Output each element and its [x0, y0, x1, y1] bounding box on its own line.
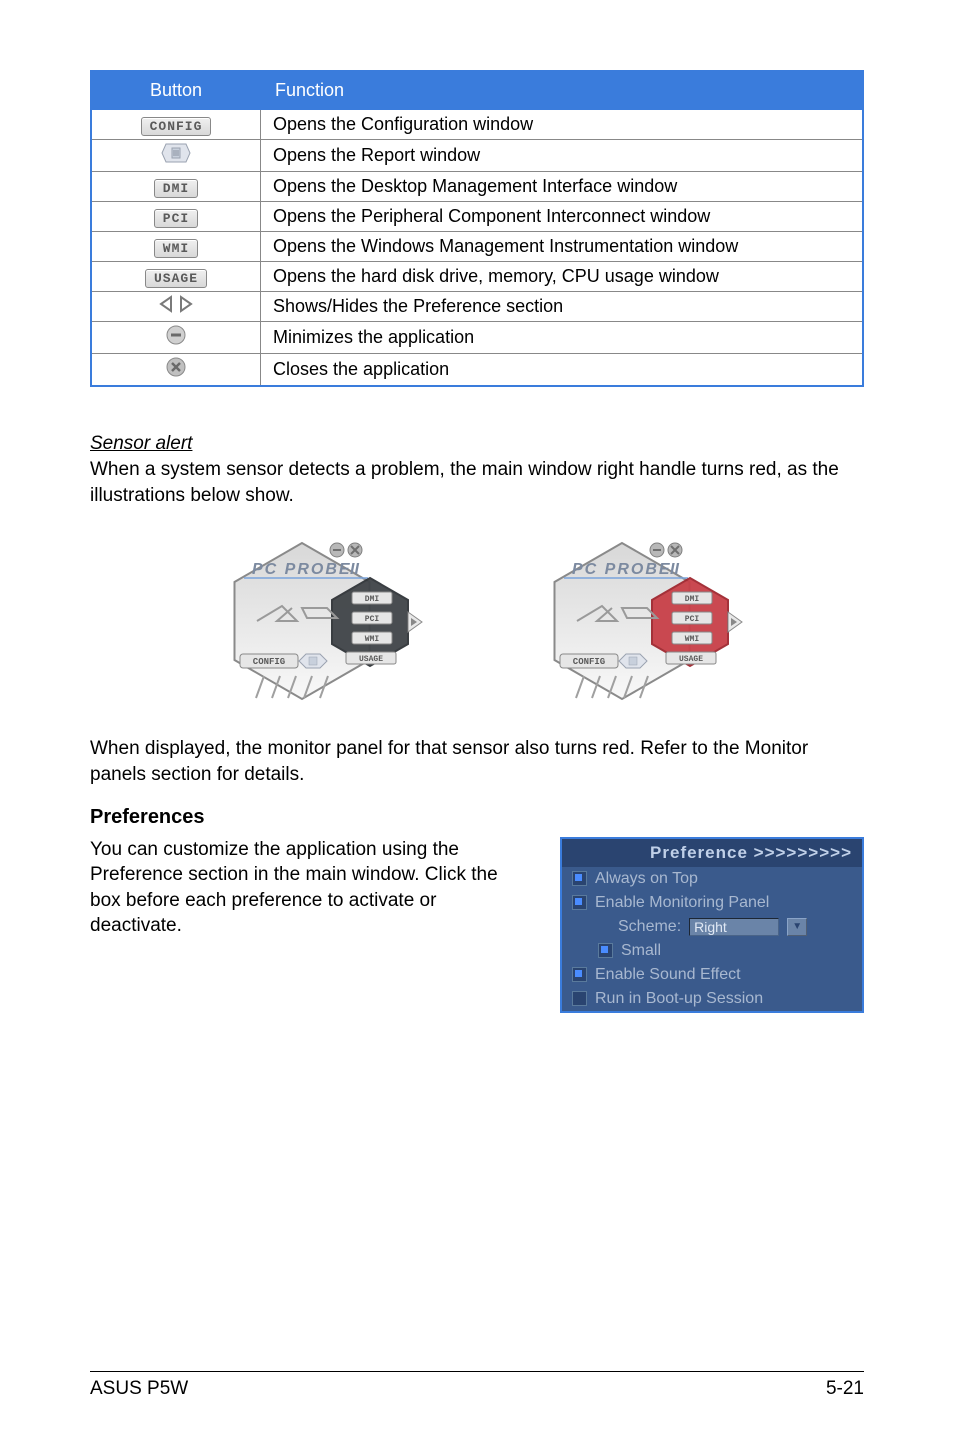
func-cell: Opens the Desktop Management Interface w… — [261, 172, 864, 202]
pref-item-sound[interactable]: Enable Sound Effect — [562, 963, 862, 987]
footer-left: ASUS P5W — [90, 1378, 188, 1400]
report-icon — [160, 148, 192, 168]
preference-panel-header: Preference >>>>>>>>> — [562, 839, 862, 867]
th-button: Button — [91, 71, 261, 110]
preference-panel: Preference >>>>>>>>> Always on Top Enabl… — [560, 837, 864, 1013]
table-row: Opens the Report window — [91, 140, 863, 172]
pref-label: Small — [621, 942, 661, 960]
pref-item-bootup[interactable]: Run in Boot-up Session — [562, 987, 862, 1011]
page-footer: ASUS P5W 5-21 — [90, 1371, 864, 1400]
preferences-text: You can customize the application using … — [90, 837, 526, 940]
svg-text:PCI: PCI — [685, 615, 700, 624]
checkbox-icon[interactable] — [572, 871, 587, 886]
func-cell: Minimizes the application — [261, 322, 864, 354]
svg-text:USAGE: USAGE — [359, 655, 383, 664]
usage-button: USAGE — [145, 269, 207, 288]
checkbox-icon[interactable] — [598, 943, 613, 958]
preference-icon — [159, 298, 193, 318]
hexagon-normal: PC PROBEII DMI PCI WMI USAGE CONFIG — [202, 526, 432, 706]
svg-text:PC PROBE: PC PROBE — [252, 561, 352, 578]
svg-text:DMI: DMI — [365, 595, 380, 604]
button-function-table: Button Function CONFIG Opens the Configu… — [90, 70, 864, 387]
table-row: CONFIG Opens the Configuration window — [91, 110, 863, 140]
svg-text:WMI: WMI — [365, 635, 380, 644]
pref-item-monitoring[interactable]: Enable Monitoring Panel — [562, 891, 862, 915]
dmi-button: DMI — [154, 179, 198, 198]
pref-item-always-on-top[interactable]: Always on Top — [562, 867, 862, 891]
th-function: Function — [261, 71, 864, 110]
sensor-alert-p1: When a system sensor detects a problem, … — [90, 457, 864, 508]
func-cell: Shows/Hides the Preference section — [261, 292, 864, 322]
minimize-icon — [165, 330, 187, 350]
chevron-down-icon[interactable]: ▼ — [787, 918, 807, 936]
table-row: Minimizes the application — [91, 322, 863, 354]
func-cell: Opens the Peripheral Component Interconn… — [261, 202, 864, 232]
checkbox-icon[interactable] — [572, 967, 587, 982]
hexagon-alert: PC PROBEII DMI PCI WMI USAGE CONFIG — [522, 526, 752, 706]
svg-text:DMI: DMI — [685, 595, 700, 604]
table-row: Closes the application — [91, 354, 863, 387]
hexagon-illustrations: PC PROBEIIDMIPCIWMIUSAGECONFIG PC PROBEI… — [90, 526, 864, 706]
svg-text:USAGE: USAGE — [679, 655, 703, 664]
table-row: Shows/Hides the Preference section — [91, 292, 863, 322]
close-icon — [165, 362, 187, 382]
svg-text:WMI: WMI — [685, 635, 700, 644]
config-button: CONFIG — [141, 117, 212, 136]
sensor-alert-p2: When displayed, the monitor panel for th… — [90, 736, 864, 787]
checkbox-icon[interactable] — [572, 991, 587, 1006]
svg-text:II: II — [670, 561, 679, 578]
pci-button: PCI — [154, 209, 198, 228]
pref-label: Run in Boot-up Session — [595, 990, 763, 1008]
pref-label: Enable Monitoring Panel — [595, 894, 769, 912]
scheme-label: Scheme: — [618, 918, 681, 936]
table-row: PCI Opens the Peripheral Component Inter… — [91, 202, 863, 232]
pref-item-small[interactable]: Small — [562, 939, 862, 963]
pref-label: Enable Sound Effect — [595, 966, 741, 984]
scheme-select[interactable]: Right — [689, 918, 779, 936]
sensor-alert-heading: Sensor alert — [90, 433, 864, 455]
svg-text:CONFIG: CONFIG — [253, 657, 285, 667]
table-row: USAGE Opens the hard disk drive, memory,… — [91, 262, 863, 292]
pref-label: Always on Top — [595, 870, 698, 888]
svg-text:PC PROBE: PC PROBE — [572, 561, 672, 578]
preferences-heading: Preferences — [90, 806, 864, 829]
svg-text:PCI: PCI — [365, 615, 380, 624]
wmi-button: WMI — [154, 239, 198, 258]
svg-text:II: II — [350, 561, 359, 578]
checkbox-icon[interactable] — [572, 895, 587, 910]
func-cell: Opens the Windows Management Instrumenta… — [261, 232, 864, 262]
func-cell: Opens the Configuration window — [261, 110, 864, 140]
table-row: WMI Opens the Windows Management Instrum… — [91, 232, 863, 262]
func-cell: Closes the application — [261, 354, 864, 387]
func-cell: Opens the Report window — [261, 140, 864, 172]
footer-right: 5-21 — [826, 1378, 864, 1400]
pref-scheme-row: Scheme: Right ▼ — [562, 915, 862, 939]
table-row: DMI Opens the Desktop Management Interfa… — [91, 172, 863, 202]
func-cell: Opens the hard disk drive, memory, CPU u… — [261, 262, 864, 292]
svg-text:CONFIG: CONFIG — [573, 657, 605, 667]
